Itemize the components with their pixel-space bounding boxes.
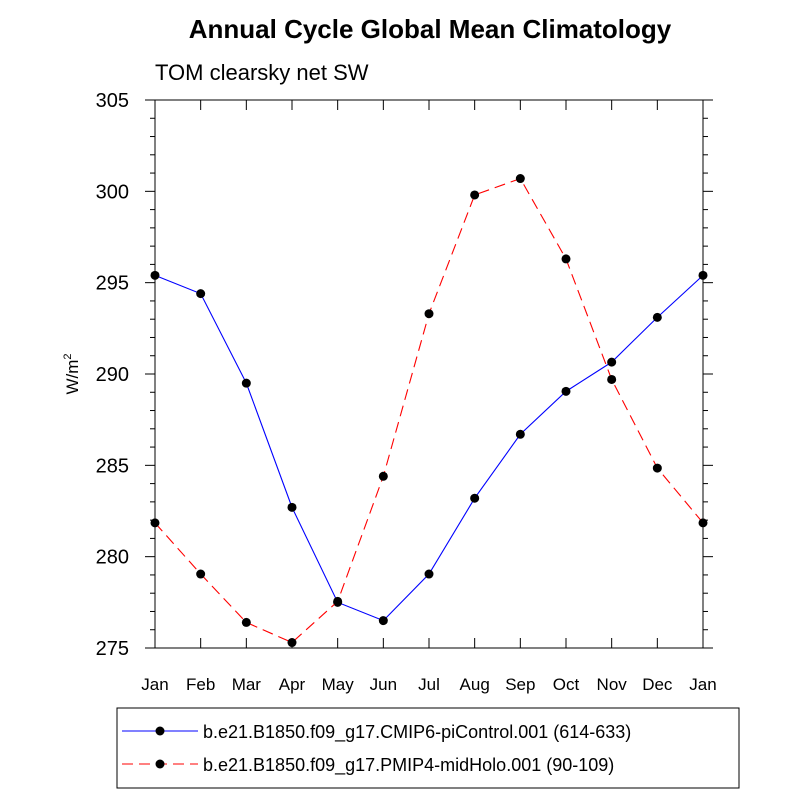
x-tick-label: Oct xyxy=(553,675,580,694)
series-2-point xyxy=(378,471,388,481)
series-1-point xyxy=(424,569,434,579)
legend-marker-2 xyxy=(155,759,165,769)
x-tick-label: May xyxy=(322,675,355,694)
y-tick-label: 290 xyxy=(96,364,129,386)
series-1-point xyxy=(378,616,388,626)
legend-label-1: b.e21.B1850.f09_g17.CMIP6-piControl.001 … xyxy=(203,722,631,743)
series-2-point xyxy=(652,463,662,473)
y-tick-label: 300 xyxy=(96,181,129,203)
series-2-point xyxy=(424,309,434,319)
series-2-point xyxy=(607,374,617,384)
y-axis-label: W/m2 xyxy=(62,353,82,394)
y-tick-label: 275 xyxy=(96,638,129,660)
series-2-point xyxy=(287,638,297,648)
series-1-point xyxy=(652,312,662,322)
x-tick-labels: Jan Feb Mar Apr May Jun Jul Aug Sep Oct Nov Dec Jan xyxy=(141,675,716,694)
series-2-point xyxy=(241,617,251,627)
x-tick-label: Feb xyxy=(186,675,215,694)
series-1-point xyxy=(607,357,617,367)
y-tick-labels: 275 280 285 290 295 300 305 xyxy=(96,90,129,660)
legend-box xyxy=(116,707,740,789)
series-1-point xyxy=(196,289,206,299)
series-2-point xyxy=(561,254,571,264)
x-tick-label: Aug xyxy=(460,675,490,694)
x-tick-label: Jan xyxy=(141,675,168,694)
x-tick-label: Jul xyxy=(418,675,440,694)
series-1-point xyxy=(241,378,251,388)
x-tick-label: Jan xyxy=(689,675,716,694)
series-2-point xyxy=(470,190,480,200)
x-tick-label: Mar xyxy=(232,675,262,694)
series-2-point xyxy=(196,569,206,579)
series-2-point xyxy=(515,174,525,184)
y-tick-label: 280 xyxy=(96,547,129,569)
legend: b.e21.B1850.f09_g17.CMIP6-piControl.001 … xyxy=(122,722,631,776)
series-2-point xyxy=(333,596,343,606)
x-tick-label: Apr xyxy=(279,675,306,694)
series-1-point xyxy=(287,502,297,512)
plot-frame xyxy=(154,99,704,649)
x-tick-label: Sep xyxy=(505,675,535,694)
x-tick-label: Jun xyxy=(370,675,397,694)
chart-subtitle: TOM clearsky net SW xyxy=(155,60,369,85)
data-series xyxy=(150,174,708,648)
series-line-1 xyxy=(154,274,704,622)
y-tick-label: 295 xyxy=(96,273,129,295)
y-axis-label-unit: W/m xyxy=(63,360,82,395)
x-tick-label: Dec xyxy=(642,675,673,694)
legend-marker-1 xyxy=(155,726,165,736)
chart-title: Annual Cycle Global Mean Climatology xyxy=(189,14,672,44)
axis-ticks xyxy=(145,99,713,649)
series-1-point xyxy=(470,493,480,503)
y-tick-label: 285 xyxy=(96,455,129,477)
y-axis-label-exponent: 2 xyxy=(62,353,74,359)
x-tick-label: Nov xyxy=(597,675,628,694)
series-1-point xyxy=(515,429,525,439)
series-1-point xyxy=(561,386,571,396)
y-tick-label: 305 xyxy=(96,90,129,112)
legend-label-2: b.e21.B1850.f09_g17.PMIP4-midHolo.001 (9… xyxy=(203,755,614,776)
